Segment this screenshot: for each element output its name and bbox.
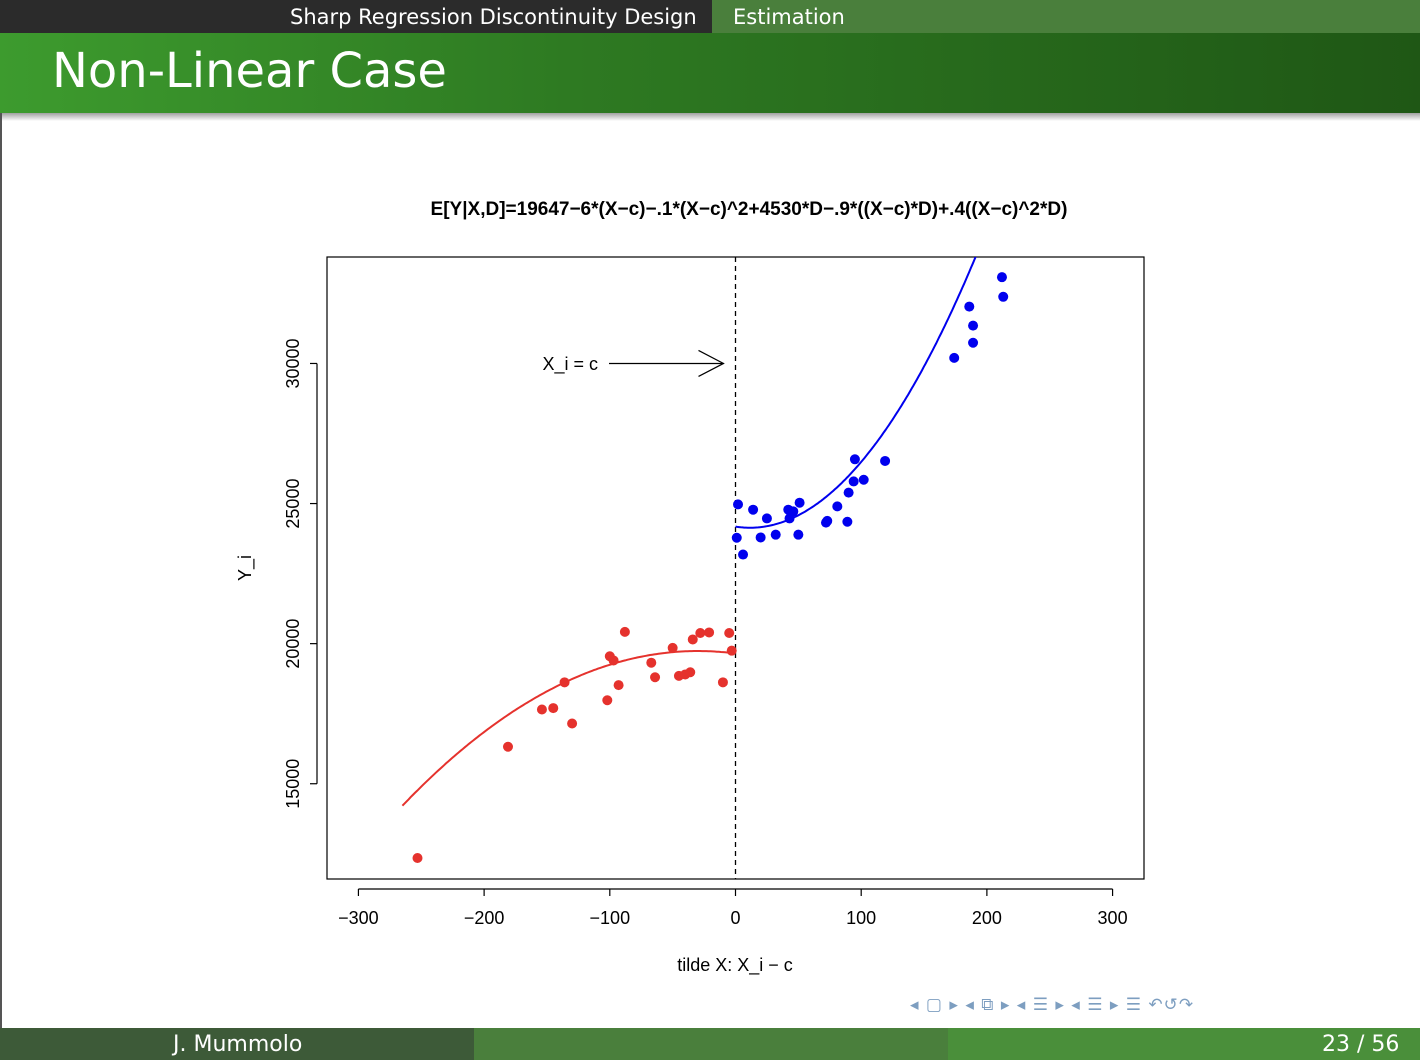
data-point-series-2	[998, 291, 1009, 302]
x-tick-label: −300	[338, 908, 379, 928]
data-point-series-2	[794, 497, 805, 508]
data-point-series-1	[687, 634, 698, 645]
footer-author: J. Mummolo	[173, 1032, 303, 1057]
data-point-series-2	[731, 532, 742, 543]
data-point-series-2	[858, 474, 869, 485]
data-point-series-2	[738, 549, 749, 560]
data-point-series-2	[964, 301, 975, 312]
data-point-series-2	[968, 337, 979, 348]
data-point-series-1	[559, 677, 570, 688]
data-point-series-2	[822, 515, 833, 526]
data-point-series-2	[949, 352, 960, 363]
data-point-series-1	[502, 741, 513, 752]
y-axis-label: Y_i	[235, 555, 256, 581]
y-tick-label: 20000	[283, 619, 303, 669]
footer-page-area: 23 / 56	[948, 1028, 1420, 1060]
x-tick-label: 100	[846, 908, 876, 928]
regression-discontinuity-plot: E[Y|X,D]=19647−6*(X−c)−.1*(X−c)^2+4530*D…	[235, 199, 1145, 976]
data-point-series-1	[602, 695, 613, 706]
y-tick-label: 25000	[283, 479, 303, 529]
data-point-series-1	[608, 655, 619, 666]
slide-title-bar	[0, 33, 1420, 113]
top-navigation-bar: Sharp Regression Discontinuity Design Es…	[0, 0, 1420, 33]
data-point-series-2	[880, 455, 891, 466]
data-point-series-2	[788, 506, 799, 517]
data-point-series-2	[842, 516, 853, 527]
chart-title: E[Y|X,D]=19647−6*(X−c)−.1*(X−c)^2+4530*D…	[431, 199, 1068, 220]
data-point-series-1	[650, 672, 661, 683]
data-point-series-1	[619, 626, 630, 637]
data-point-series-1	[613, 680, 624, 691]
y-tick-label: 15000	[283, 759, 303, 809]
data-point-series-2	[761, 513, 772, 524]
cutoff-annotation-label: X_i = c	[542, 354, 598, 375]
data-point-series-2	[733, 499, 744, 510]
data-point-series-2	[832, 501, 843, 512]
data-point-series-2	[848, 476, 859, 487]
data-point-series-1	[724, 628, 735, 639]
x-tick-label: 200	[972, 908, 1002, 928]
data-point-series-1	[695, 628, 706, 639]
annotation-arrow-head	[698, 349, 725, 378]
slide-footer: J. Mummolo 23 / 56	[0, 1028, 1420, 1060]
data-point-series-1	[646, 657, 657, 668]
data-point-series-2	[793, 529, 804, 540]
data-point-series-1	[704, 627, 715, 638]
data-point-series-2	[755, 532, 766, 543]
x-tick-label: −200	[464, 908, 505, 928]
x-tick-label: −100	[590, 908, 631, 928]
data-point-series-1	[717, 677, 728, 688]
data-point-series-1	[685, 667, 696, 678]
slide-left-border	[0, 113, 2, 1028]
data-point-series-1	[412, 852, 423, 863]
data-point-series-2	[770, 529, 781, 540]
data-point-series-2	[843, 487, 854, 498]
beamer-navigation-icons[interactable]: ◂ ▢ ▸ ◂ ⧉ ▸ ◂ ☰ ▸ ◂ ☰ ▸ ☰ ↶↺↷	[910, 995, 1195, 1015]
data-point-series-2	[748, 504, 759, 515]
fit-curve-series-2	[735, 257, 977, 529]
data-point-series-1	[726, 645, 737, 656]
footer-author-area: J. Mummolo	[0, 1028, 474, 1060]
title-bar-shadow	[0, 113, 1420, 121]
data-point-series-1	[548, 703, 559, 714]
nav-section-area: Sharp Regression Discontinuity Design	[0, 0, 712, 33]
nav-subsection-link[interactable]: Estimation	[733, 5, 845, 29]
data-point-series-2	[996, 272, 1007, 283]
nav-subsection-area: Estimation	[712, 0, 1420, 33]
x-tick-label: 300	[1098, 908, 1128, 928]
data-point-series-1	[536, 704, 547, 715]
y-tick-label: 30000	[283, 338, 303, 388]
data-point-series-1	[567, 718, 578, 729]
slide-title: Non-Linear Case	[52, 43, 447, 99]
data-point-series-2	[849, 454, 860, 465]
data-point-series-1	[667, 642, 678, 653]
footer-middle-area	[474, 1028, 948, 1060]
data-point-series-2	[968, 320, 979, 331]
x-tick-label: 0	[730, 908, 740, 928]
x-axis-label: tilde X: X_i − c	[677, 955, 793, 976]
footer-page-number: 23 / 56	[1322, 1032, 1400, 1057]
nav-section-link[interactable]: Sharp Regression Discontinuity Design	[290, 5, 697, 29]
